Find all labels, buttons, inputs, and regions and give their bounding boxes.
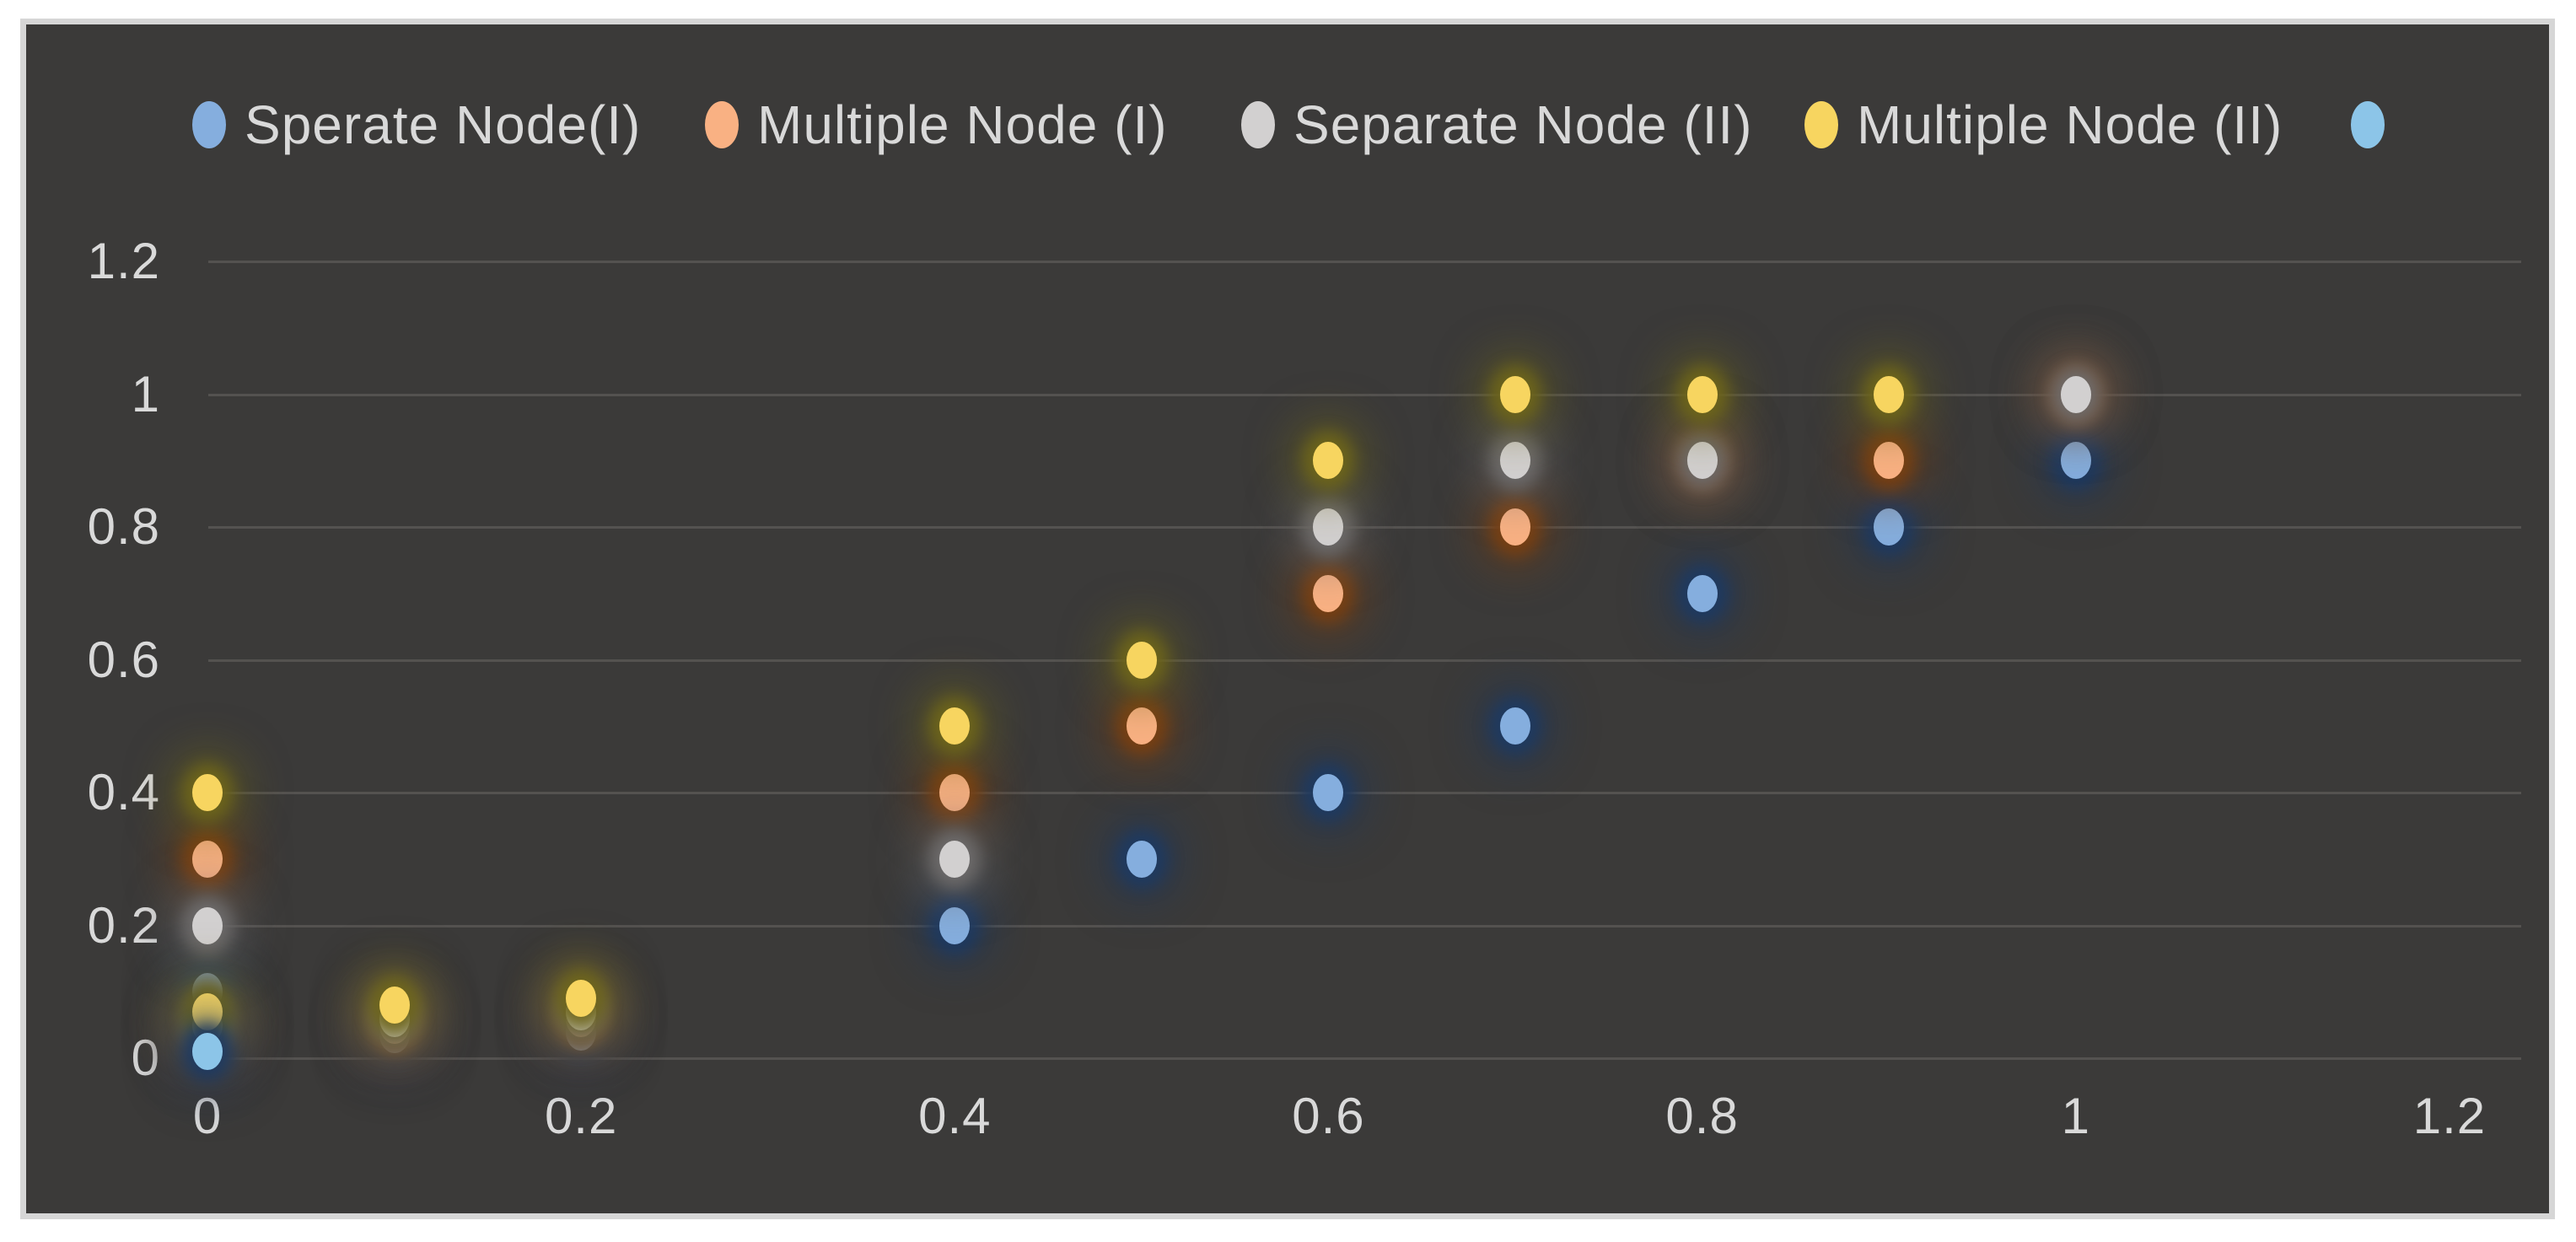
data-point-series-0 [1126, 840, 1157, 878]
x-axis-tick-label: 0.6 [1292, 1088, 1365, 1144]
y-axis-tick-label: 1 [131, 365, 160, 422]
gridline-y-0.2 [208, 924, 2521, 927]
data-point-series-0 [939, 906, 971, 944]
legend-marker-icon [705, 101, 739, 148]
gridline-y-0.4 [208, 792, 2521, 794]
legend-item-2: Separate Node (II) [1241, 94, 1753, 155]
data-point-series-0 [1313, 774, 1344, 811]
x-axis-tick-label: 0.4 [918, 1088, 992, 1144]
data-point-series-2 [1313, 508, 1344, 546]
data-point-series-3 [1500, 375, 1531, 413]
legend-item-1: Multiple Node (I) [705, 94, 1168, 155]
data-point-series-3 [379, 987, 410, 1024]
gridline-y-0.6 [208, 659, 2521, 662]
data-point-series-0 [2060, 442, 2091, 480]
legend-marker-icon [1241, 101, 1275, 148]
data-point-series-3 [192, 774, 223, 811]
data-point-series-1 [192, 840, 223, 878]
legend-marker-icon [2351, 101, 2385, 148]
legend-item-4 [2351, 94, 2403, 155]
gridline-y-1 [208, 393, 2521, 396]
data-point-series-1 [1313, 574, 1344, 612]
legend-item-3: Multiple Node (II) [1804, 94, 2283, 155]
legend-label: Sperate Node(I) [245, 94, 642, 155]
y-axis-tick-label: 0.2 [87, 896, 160, 954]
data-point-series-4 [192, 1033, 223, 1071]
data-point-series-3 [1313, 442, 1344, 480]
legend-label: Multiple Node (I) [757, 94, 1168, 155]
data-point-series-3 [192, 992, 223, 1030]
data-point-series-2 [1686, 442, 1718, 480]
gridline-y-0.8 [208, 526, 2521, 529]
y-axis-tick-label: 0 [131, 1030, 160, 1086]
data-point-series-1 [1874, 442, 1905, 480]
data-point-series-2 [939, 840, 971, 878]
data-point-series-3 [1126, 641, 1157, 679]
data-point-series-1 [939, 774, 971, 811]
x-axis-tick-label: 0.8 [1665, 1088, 1739, 1144]
data-point-series-3 [939, 707, 971, 745]
legend-item-0: Sperate Node(I) [192, 94, 641, 155]
data-point-series-0 [1686, 574, 1718, 612]
y-axis-tick-label: 0.6 [87, 631, 160, 688]
legend-marker-icon [1804, 101, 1838, 148]
data-point-series-2 [2060, 375, 2091, 413]
data-point-series-3 [1686, 375, 1718, 413]
x-axis-tick-label: 1 [2061, 1088, 2090, 1144]
y-axis-tick-label: 0.8 [87, 498, 160, 555]
data-point-series-0 [1500, 707, 1531, 745]
data-point-series-2 [1500, 442, 1531, 480]
gridline-y-1.2 [208, 261, 2521, 263]
data-point-series-0 [1874, 508, 1905, 546]
data-point-series-1 [1126, 707, 1157, 745]
x-axis-tick-label: 1.2 [2412, 1088, 2487, 1144]
y-axis-tick-label: 1.2 [87, 233, 160, 289]
x-axis-tick-label: 0 [192, 1088, 223, 1144]
gridline-y-0 [208, 1057, 2521, 1060]
y-axis-tick-label: 0.4 [87, 764, 160, 820]
data-point-series-3 [566, 980, 597, 1018]
legend-label: Separate Node (II) [1293, 94, 1753, 155]
data-point-series-1 [1500, 508, 1531, 546]
x-axis-tick-label: 0.2 [544, 1088, 618, 1144]
chart-frame [20, 19, 2555, 1219]
legend-label: Multiple Node (II) [1857, 94, 2283, 155]
legend-marker-icon [192, 101, 226, 148]
data-point-series-2 [192, 906, 223, 944]
data-point-series-3 [1874, 375, 1905, 413]
